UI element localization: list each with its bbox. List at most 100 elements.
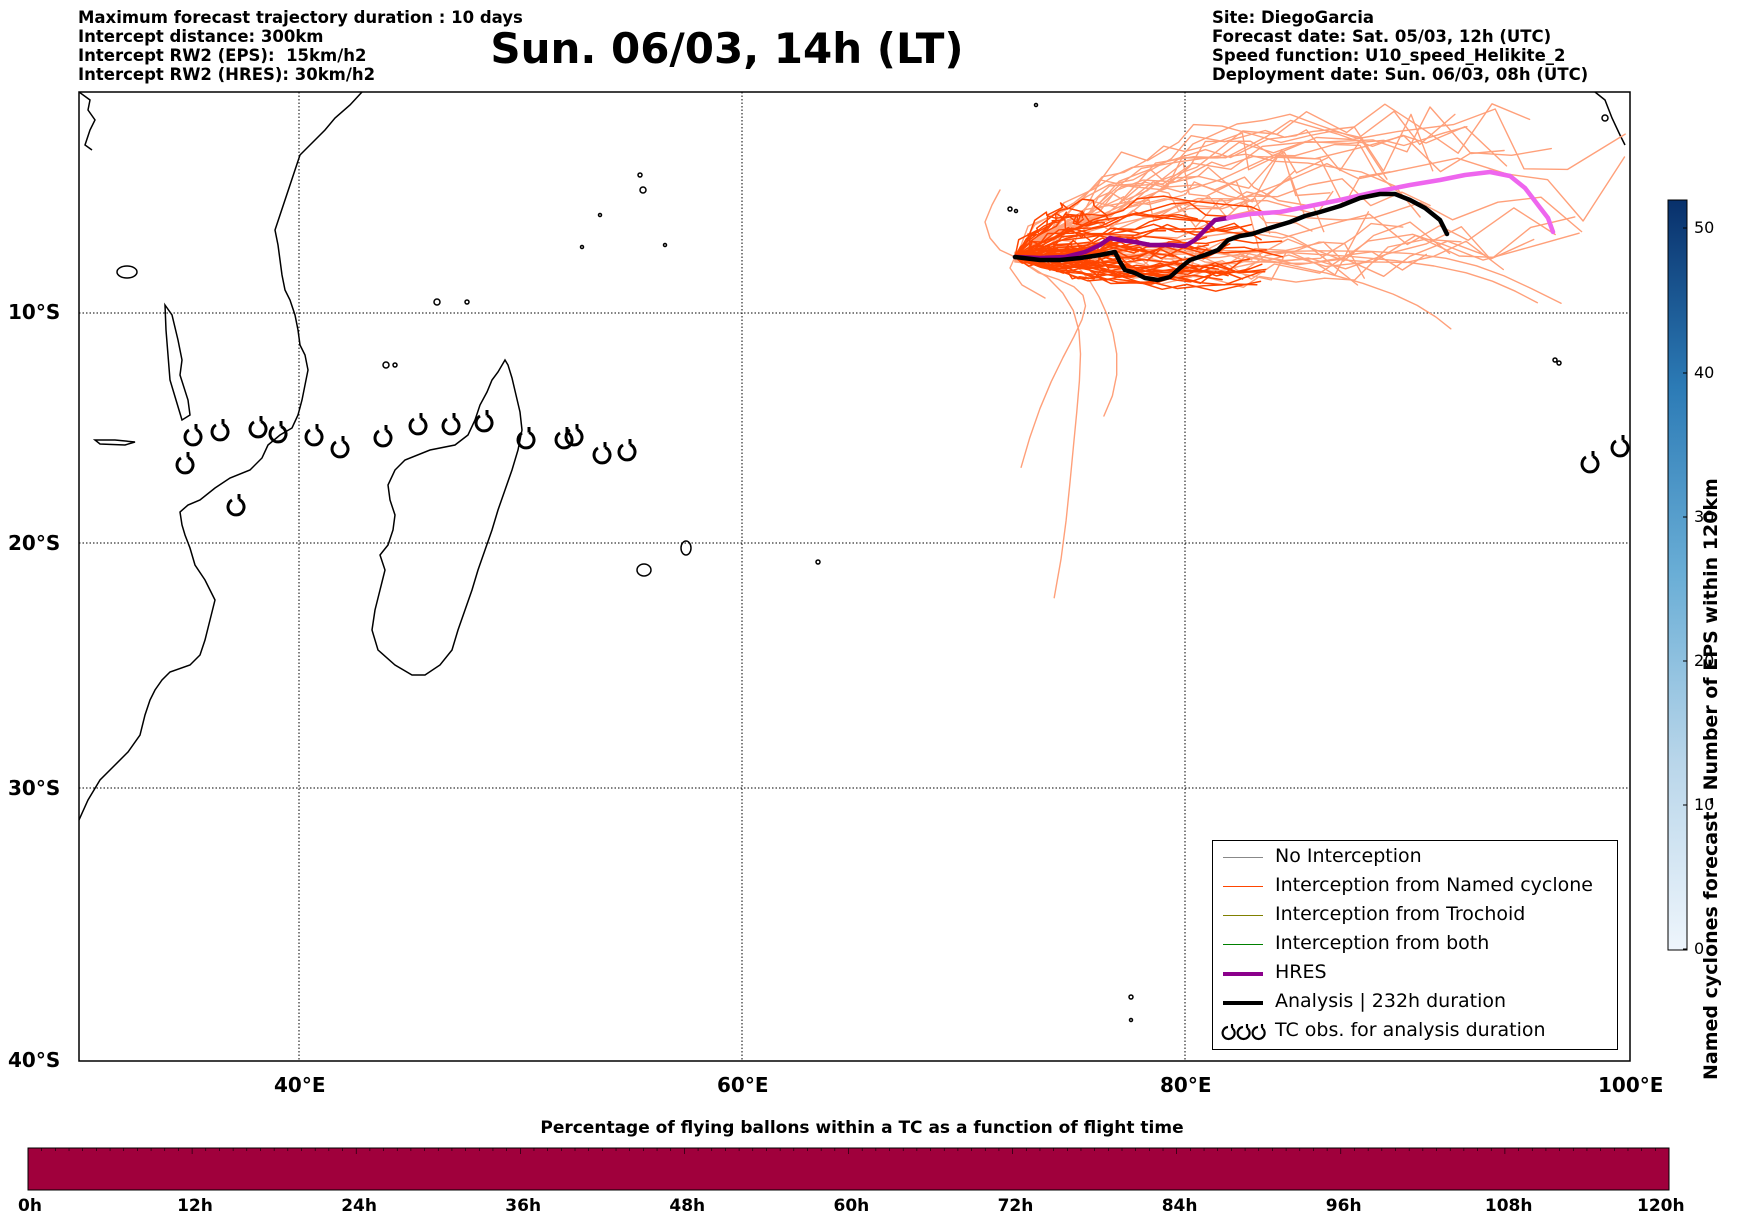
named-cyclone-trajectory xyxy=(1014,210,1106,258)
lon-label-100e: 100°E xyxy=(1598,1073,1664,1097)
tc-observation-symbol xyxy=(516,427,536,450)
colorbar-tick-label: 30 xyxy=(1694,507,1715,526)
flight-time-tick-label: 48h xyxy=(669,1196,706,1216)
flight-time-tick-label: 120h xyxy=(1637,1196,1685,1216)
lon-label-80e: 80°E xyxy=(1160,1073,1212,1097)
legend-item-no-interception: No Interception xyxy=(1213,845,1617,871)
legend-label: Interception from Named cyclone xyxy=(1275,874,1593,896)
flight-time-tick-label: 36h xyxy=(505,1196,542,1216)
map-frame xyxy=(78,91,1631,1062)
tc-observations xyxy=(175,410,1630,517)
site-line: Deployment date: Sun. 06/03, 08h (UTC) xyxy=(1212,65,1589,84)
tc-observation-symbol xyxy=(592,442,612,465)
legend-item-both: Interception from both xyxy=(1213,932,1617,958)
legend-swatch xyxy=(1223,972,1263,976)
legend-swatch xyxy=(1223,1001,1263,1005)
colorbar-tick-label: 0 xyxy=(1694,939,1705,958)
flight-time-tick-label: 96h xyxy=(1325,1196,1362,1216)
named-cyclone-trajectory xyxy=(1014,256,1223,284)
tc-observation-symbol xyxy=(248,416,268,439)
main-title: Sun. 06/03, 14h (LT) xyxy=(0,24,1754,73)
named-cyclone-trajectory xyxy=(1014,198,1108,258)
flight-time-tick-label: 84h xyxy=(1161,1196,1198,1216)
named-cyclone-trajectory xyxy=(1014,238,1283,259)
lat-label-20s: 20°S xyxy=(8,531,61,555)
named-cyclone-trajectory xyxy=(1014,213,1216,258)
tc-observation-symbol xyxy=(474,410,494,433)
param-line: Intercept distance: 300km xyxy=(78,27,324,46)
param-line: Maximum forecast trajectory duration : 1… xyxy=(78,8,523,27)
legend-swatch xyxy=(1223,944,1263,945)
cyclone-colorbar xyxy=(1667,199,1688,951)
site-info: Site: DiegoGarcia Forecast date: Sat. 05… xyxy=(1212,8,1588,84)
tc-observation-symbol xyxy=(373,425,393,448)
colorbar-tick-label: 40 xyxy=(1694,363,1715,382)
flight-time-tick-label: 12h xyxy=(177,1196,213,1216)
legend-swatch xyxy=(1223,886,1263,887)
tc-observation-symbol xyxy=(408,413,428,436)
eps-trajectory xyxy=(1014,110,1456,261)
tc-observation-symbol xyxy=(617,439,637,462)
site-line: Forecast date: Sat. 05/03, 12h (UTC) xyxy=(1212,27,1552,46)
tc-observation-symbol xyxy=(226,494,246,517)
flight-time-bar-title: Percentage of flying ballons within a TC… xyxy=(0,1118,1754,1138)
legend-item-named-cyclone: Interception from Named cyclone xyxy=(1213,874,1617,900)
hres-trajectory-extension xyxy=(1225,169,1556,235)
named-cyclone-trajectory xyxy=(1014,212,1085,258)
named-cyclone-trajectory xyxy=(1014,253,1251,273)
eps-trajectory xyxy=(984,189,1016,258)
eps-trajectory xyxy=(1014,256,1087,468)
colorbar-tick-label: 20 xyxy=(1694,651,1715,670)
flight-time-tick-label: 24h xyxy=(341,1196,377,1216)
colorbar-ticks xyxy=(1683,227,1687,950)
tc-observation-symbol xyxy=(268,421,288,444)
lon-label-60e: 60°E xyxy=(717,1073,769,1097)
tc-observation-symbol xyxy=(1580,451,1600,474)
legend-item-hres: HRES xyxy=(1213,961,1617,987)
tc-observation-symbol xyxy=(304,424,324,447)
tc-observation-symbol xyxy=(564,424,584,447)
legend-label: Analysis | 232h duration xyxy=(1275,990,1507,1012)
flight-time-tick-label: 108h xyxy=(1484,1196,1533,1216)
legend-label: No Interception xyxy=(1275,845,1422,867)
legend-label: Interception from Trochoid xyxy=(1275,903,1526,925)
flight-time-bar xyxy=(27,1147,1670,1191)
site-line: Speed function: U10_speed_Helikite_2 xyxy=(1212,46,1566,65)
legend-item-trochoid: Interception from Trochoid xyxy=(1213,903,1617,929)
africa-coastline xyxy=(79,92,363,821)
legend-label: HRES xyxy=(1275,961,1327,983)
lon-label-40e: 40°E xyxy=(274,1073,326,1097)
named-cyclone-trajectory xyxy=(1014,212,1198,258)
eps-trajectory xyxy=(1014,156,1626,260)
lat-label-40s: 40°S xyxy=(8,1048,61,1072)
colorbar-tick-label: 50 xyxy=(1694,218,1715,237)
legend-swatch xyxy=(1223,857,1263,858)
eps-trajectory xyxy=(1014,106,1505,254)
site-line: Site: DiegoGarcia xyxy=(1212,8,1375,27)
flight-time-ticks xyxy=(27,1148,1670,1154)
madagascar-coastline xyxy=(371,358,523,676)
tc-observation-symbol xyxy=(330,436,350,459)
eps-trajectory xyxy=(1014,108,1626,260)
lat-label-10s: 10°S xyxy=(8,300,61,324)
analysis-trajectory xyxy=(1012,191,1450,283)
eps-trajectory xyxy=(1014,132,1329,263)
flight-time-bar-title-text: Percentage of flying ballons within a TC… xyxy=(540,1118,1184,1138)
named-cyclone-trajectory xyxy=(1014,202,1084,258)
legend-label: Interception from both xyxy=(1275,932,1490,954)
flight-time-tick-label: 60h xyxy=(833,1196,870,1216)
eps-trajectory xyxy=(1014,149,1331,259)
param-line: Intercept RW2 (EPS): 15km/h2 xyxy=(78,46,367,65)
lat-label-30s: 30°S xyxy=(8,776,61,800)
flight-time-tick-label: 0h xyxy=(18,1196,42,1216)
tc-observation-symbol xyxy=(175,452,195,475)
hres-trajectory xyxy=(1012,215,1231,261)
colorbar-tick-label: 10 xyxy=(1694,795,1715,814)
colorbar-title: Named cyclones forecast - Number of EPS … xyxy=(1700,478,1722,1080)
legend-item-tc-obs: TC obs. for analysis duration xyxy=(1213,1019,1617,1045)
eps-trajectory xyxy=(1014,123,1388,259)
legend-item-analysis: Analysis | 232h duration xyxy=(1213,990,1617,1016)
main-title-text: Sun. 06/03, 14h (LT) xyxy=(490,24,964,73)
cyclone-symbol-icon xyxy=(1221,1024,1266,1041)
